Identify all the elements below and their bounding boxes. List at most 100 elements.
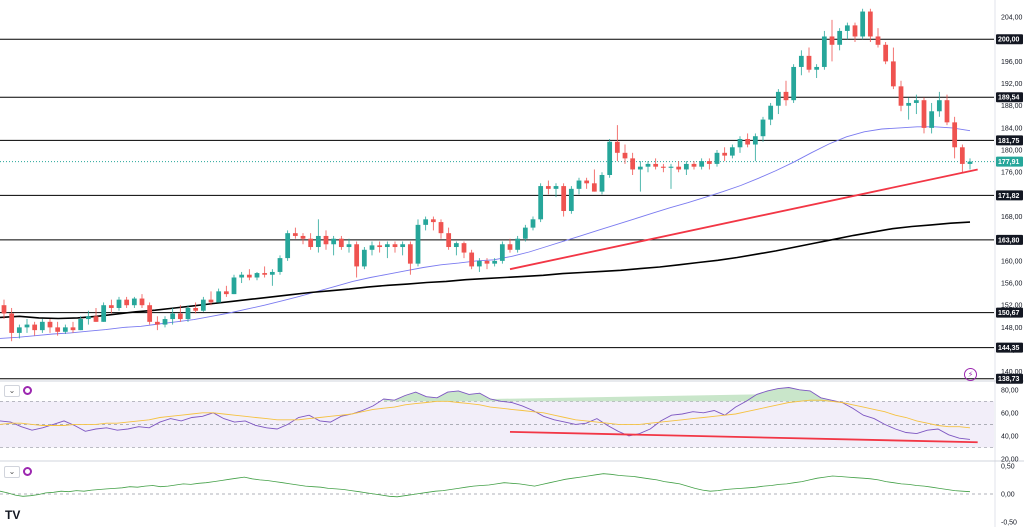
candle-down xyxy=(622,152,628,159)
candle-down xyxy=(308,238,314,248)
candle-down xyxy=(47,321,53,328)
candle-down xyxy=(177,313,183,320)
candle-up xyxy=(668,166,674,168)
candle-down xyxy=(70,327,76,331)
candle-down xyxy=(55,327,61,332)
indicator-icon[interactable] xyxy=(23,467,32,476)
candle-down xyxy=(653,163,659,167)
candle-up xyxy=(254,273,260,278)
candle-down xyxy=(154,321,160,325)
candle-down xyxy=(591,183,597,192)
price-tick-label: 196,00 xyxy=(1001,59,1023,66)
candle-down xyxy=(691,163,697,167)
candle-up xyxy=(714,152,720,164)
candle-down xyxy=(246,274,252,278)
oscillator-tick-label: 0,00 xyxy=(1001,492,1015,499)
candle-down xyxy=(124,299,130,306)
candle-up xyxy=(453,243,459,248)
tradingview-logo[interactable]: TV xyxy=(5,508,21,522)
candle-up xyxy=(906,102,912,106)
candle-up xyxy=(116,299,122,308)
candle-down xyxy=(875,36,881,45)
candle-down xyxy=(890,61,896,87)
candle-down xyxy=(883,44,889,62)
chevron-down-icon[interactable]: ⌄ xyxy=(4,385,20,397)
candle-down xyxy=(507,244,513,250)
level-price-tag xyxy=(996,190,1023,201)
candle-up xyxy=(568,188,574,212)
price-axis[interactable]: 204,00 200,00 196,00 192,00 188,00 184,00 180,… xyxy=(996,15,1023,527)
candle-down xyxy=(630,158,636,170)
candle-up xyxy=(699,161,705,167)
candle-down xyxy=(944,100,950,123)
level-price-tag xyxy=(996,92,1023,103)
candle-up xyxy=(814,66,820,70)
candle-down xyxy=(561,186,567,212)
candle-up xyxy=(775,91,781,106)
candle-down xyxy=(208,299,214,303)
candle-up xyxy=(216,291,222,303)
price-tick-label: 192,00 xyxy=(1001,81,1023,88)
rsi-line xyxy=(0,387,971,440)
candle-down xyxy=(223,291,229,295)
price-tick-label: 184,00 xyxy=(1001,125,1023,132)
level-price-label: 171,82 xyxy=(998,193,1020,200)
candle-down xyxy=(722,152,728,156)
oscillator-tick-label: -0,50 xyxy=(1001,520,1017,527)
candle-down xyxy=(852,25,858,37)
candle-up xyxy=(683,163,689,170)
candle-down xyxy=(806,55,812,70)
candle-down xyxy=(921,100,927,128)
candle-up xyxy=(607,141,613,175)
price-tick-label: 140,00 xyxy=(1001,369,1023,376)
price-tick-label: 160,00 xyxy=(1001,258,1023,265)
candle-up xyxy=(860,11,866,37)
level-price-label: 189,54 xyxy=(998,95,1020,102)
candle-up xyxy=(530,219,536,228)
candle-up xyxy=(39,321,45,331)
candle-up xyxy=(538,186,544,220)
candle-up xyxy=(913,100,919,103)
indicator-icon[interactable] xyxy=(23,386,32,395)
oscillator-line xyxy=(0,473,971,498)
candle-up xyxy=(637,166,643,170)
level-price-tag xyxy=(996,234,1023,245)
candle-down xyxy=(484,260,490,264)
level-price-label: 200,00 xyxy=(998,37,1020,44)
chevron-down-icon[interactable]: ⌄ xyxy=(4,466,20,478)
candle-up xyxy=(24,324,30,328)
candle-down xyxy=(584,180,590,184)
candle-down xyxy=(952,122,958,148)
candle-up xyxy=(131,298,137,306)
rsi-pane[interactable] xyxy=(0,387,994,448)
price-pane[interactable] xyxy=(0,8,994,380)
candle-up xyxy=(369,245,375,250)
candle-up xyxy=(85,316,91,320)
last-price-label: 177,91 xyxy=(998,159,1020,166)
rsi-tick-label: 80,00 xyxy=(1001,387,1019,394)
lightning-icon[interactable]: ⚡ xyxy=(964,368,977,381)
candle-down xyxy=(292,233,298,236)
candle-up xyxy=(423,219,429,225)
candle-up xyxy=(277,258,283,272)
candle-up xyxy=(384,244,390,248)
price-tick-label: 152,00 xyxy=(1001,303,1023,310)
candle-up xyxy=(16,327,22,333)
rsi-moving-average-line xyxy=(0,399,971,429)
candle-down xyxy=(139,298,145,306)
level-price-tag xyxy=(996,373,1023,384)
oscillator-pane[interactable] xyxy=(0,473,994,498)
level-price-label: 144,35 xyxy=(998,345,1020,352)
candle-up xyxy=(285,233,291,259)
candle-up xyxy=(515,238,521,250)
candle-up xyxy=(798,55,804,67)
candle-down xyxy=(108,305,114,308)
candle-down xyxy=(829,36,835,45)
candle-up xyxy=(752,136,758,145)
candle-up xyxy=(476,260,482,267)
oscillator-tick-label: 0,50 xyxy=(1001,463,1015,470)
candle-up xyxy=(200,299,206,311)
candle-down xyxy=(706,161,712,164)
price-tick-label: 156,00 xyxy=(1001,281,1023,288)
